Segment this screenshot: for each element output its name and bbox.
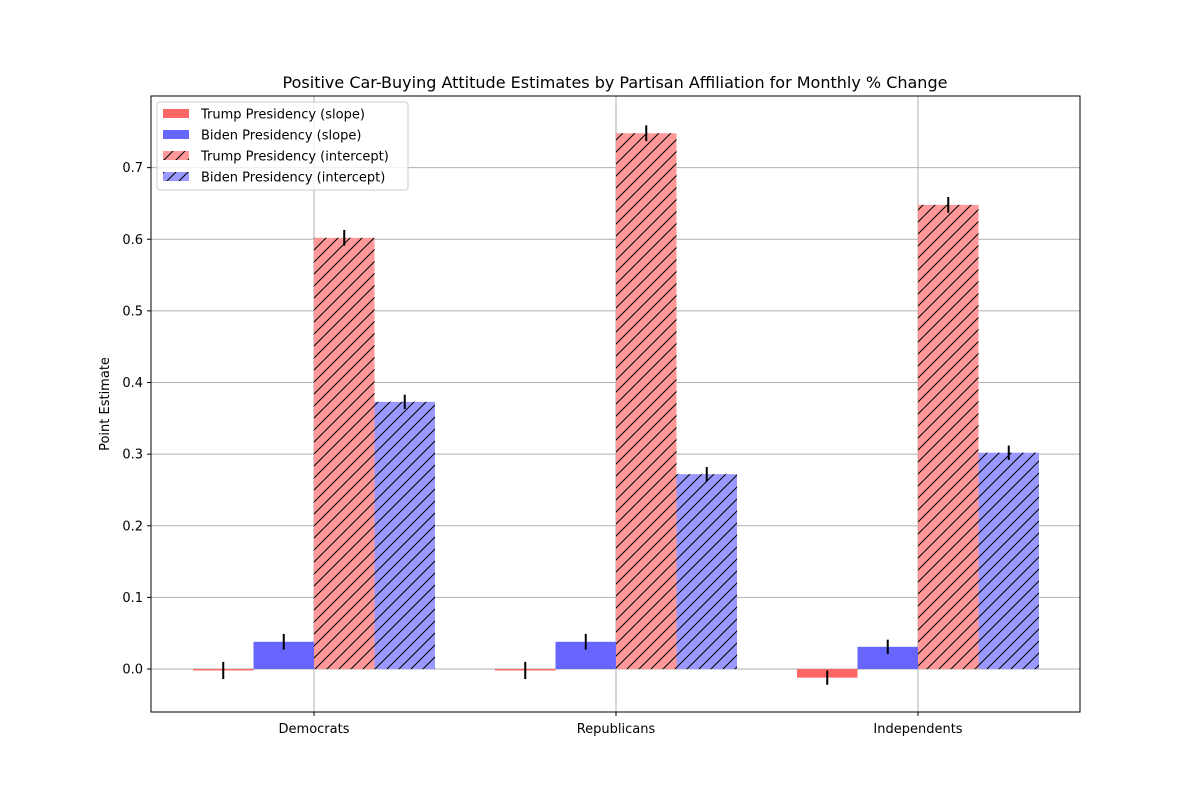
y-tick-label: 0.4 [122, 376, 143, 391]
bar-hatch [374, 401, 435, 670]
y-tick-label: 0.5 [122, 304, 143, 319]
bars [193, 133, 1039, 678]
y-tick-label: 0.3 [122, 448, 143, 463]
bar-hatch [918, 204, 979, 670]
bar-hatch [616, 133, 677, 670]
x-tick-label: Republicans [577, 722, 656, 737]
bar-hatch [978, 452, 1039, 670]
bar [857, 646, 918, 670]
x-tick-label: Democrats [279, 722, 350, 737]
legend-frame [156, 101, 409, 191]
legend-swatch [163, 130, 189, 139]
bar-hatch [314, 237, 375, 670]
legend-swatch-hatch [163, 151, 189, 160]
legend-label: Biden Presidency (slope) [201, 129, 361, 144]
legend-label: Trump Presidency (slope) [200, 108, 365, 123]
y-tick-label: 0.2 [122, 519, 143, 534]
y-tick-label: 0.1 [122, 591, 143, 606]
error-bars [222, 125, 1010, 685]
bar-hatch [676, 474, 737, 670]
y-tick-label: 0.0 [122, 663, 143, 678]
x-tick-label: Independents [873, 722, 962, 737]
legend-label: Biden Presidency (intercept) [201, 171, 385, 186]
legend-label: Trump Presidency (intercept) [200, 150, 389, 165]
legend-swatch [163, 109, 189, 118]
y-tick-label: 0.6 [122, 233, 143, 248]
y-tick-label: 0.7 [122, 161, 143, 176]
y-axis-label: Point Estimate [98, 357, 113, 451]
legend: Trump Presidency (slope) Biden Presidency… [156, 101, 409, 191]
chart-title: Positive Car-Buying Attitude Estimates b… [283, 73, 948, 92]
legend-swatch-hatch [163, 172, 189, 181]
axis-ticks: 0.0 0.1 0.2 0.3 0.4 0.5 0.6 0.7 Democrats Republi… [122, 161, 963, 737]
